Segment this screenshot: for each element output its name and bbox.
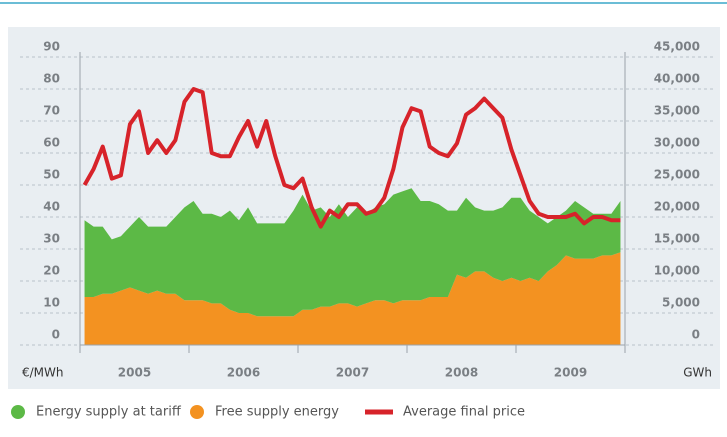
y-tick-label: 80 xyxy=(43,72,60,86)
y2-tick-label: 35,000 xyxy=(654,104,700,118)
y-tick-label: 50 xyxy=(43,168,60,182)
y2-tick-label: 5,000 xyxy=(662,296,700,310)
area xyxy=(84,188,621,317)
y2-tick-label: 45,000 xyxy=(654,40,700,54)
y-tick-label: 60 xyxy=(43,136,60,150)
y-tick-label: 20 xyxy=(43,264,60,278)
y2-tick-label: 30,000 xyxy=(654,136,700,150)
y2-tick-label: 20,000 xyxy=(654,200,700,214)
legend-label: Energy supply at tariff xyxy=(36,405,182,420)
y2-tick-label: 40,000 xyxy=(654,72,700,86)
legend-swatch xyxy=(11,405,25,419)
area xyxy=(84,252,621,345)
y2-tick-label: 0 xyxy=(692,328,700,342)
y-tick-label: 70 xyxy=(43,104,60,118)
line xyxy=(82,87,621,229)
y-tick-label: 30 xyxy=(43,232,60,246)
x-tick-label: 2005 xyxy=(118,366,151,380)
y2-axis-label: GWh xyxy=(683,366,712,380)
y-axis-label: €/MWh xyxy=(22,366,64,380)
y2-tick-label: 10,000 xyxy=(654,264,700,278)
legend-swatch xyxy=(190,405,204,419)
x-tick-label: 2008 xyxy=(445,366,478,380)
legend-label: Free supply energy xyxy=(215,405,339,420)
y-tick-label: 40 xyxy=(43,200,60,214)
y-tick-label: 0 xyxy=(52,328,60,342)
y2-tick-label: 25,000 xyxy=(654,168,700,182)
y-tick-label: 90 xyxy=(43,40,60,54)
x-tick-label: 2009 xyxy=(554,366,587,380)
x-tick-label: 2007 xyxy=(336,366,369,380)
y2-tick-label: 15,000 xyxy=(654,232,700,246)
y-tick-label: 10 xyxy=(43,296,60,310)
x-tick-label: 2006 xyxy=(227,366,260,380)
legend-label: Average final price xyxy=(403,405,525,420)
